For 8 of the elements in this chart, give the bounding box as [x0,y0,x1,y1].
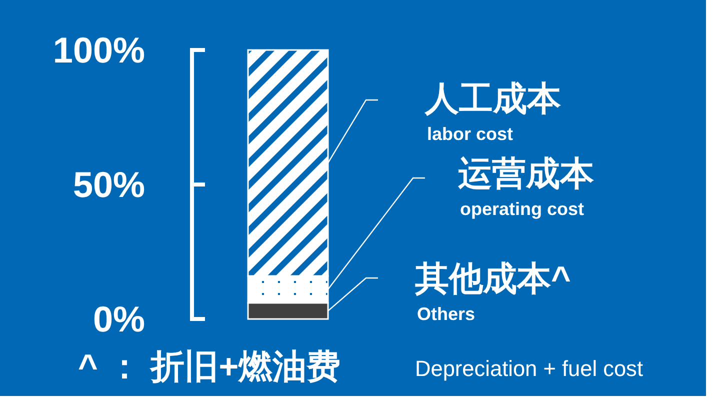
text: 人工成本 labor cost [424,80,562,144]
text: Depreciation + fuel cost [415,356,646,381]
text: ^ ： 折旧+燃油费 [78,348,341,386]
text: 其他成本^ Others [414,260,571,324]
text: 运营成本 operating cost [457,155,595,219]
y-tick-label: 50% [72,164,145,205]
y-tick-label: 100% [52,30,145,70]
y-tick-label: 0% [92,298,145,340]
